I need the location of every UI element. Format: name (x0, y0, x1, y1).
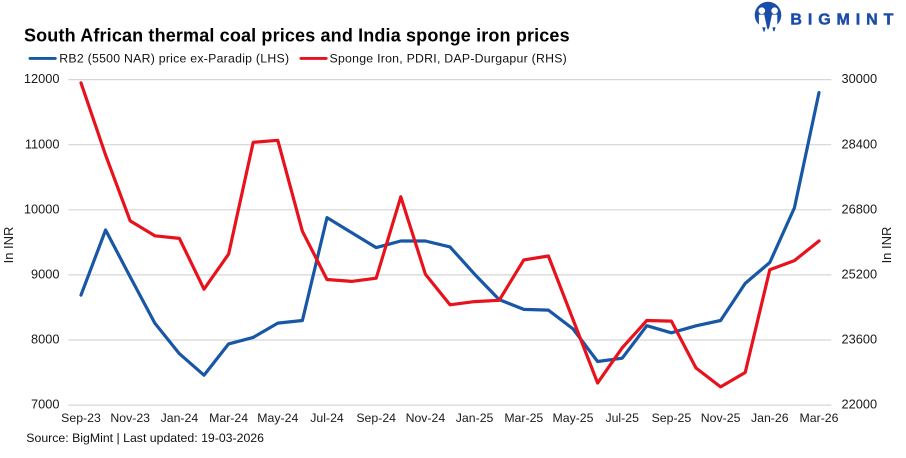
svg-text:Sep-25: Sep-25 (652, 411, 692, 425)
svg-text:Sep-24: Sep-24 (356, 411, 396, 425)
svg-text:Sponge Iron, PDRI, DAP-Durgapu: Sponge Iron, PDRI, DAP-Durgapur (RHS) (330, 52, 568, 66)
svg-text:May-24: May-24 (257, 411, 298, 425)
svg-text:28400: 28400 (842, 136, 878, 151)
svg-text:Sep-23: Sep-23 (61, 411, 101, 425)
svg-text:BIGMINT: BIGMINT (790, 12, 899, 29)
svg-text:Jul-25: Jul-25 (605, 411, 639, 425)
svg-text:Nov-24: Nov-24 (406, 411, 446, 425)
svg-text:Mar-24: Mar-24 (209, 411, 248, 425)
svg-text:26800: 26800 (842, 201, 878, 216)
svg-text:Mar-26: Mar-26 (800, 411, 839, 425)
svg-text:25200: 25200 (842, 267, 878, 282)
svg-text:30000: 30000 (842, 71, 878, 86)
svg-text:Jan-24: Jan-24 (161, 411, 199, 425)
svg-text:7000: 7000 (31, 397, 59, 412)
svg-text:23600: 23600 (842, 332, 878, 347)
svg-text:Source: BigMint | Last updated: Source: BigMint | Last updated: 19-03-20… (26, 431, 264, 445)
svg-text:May-25: May-25 (552, 411, 593, 425)
svg-text:8000: 8000 (31, 332, 59, 347)
svg-text:12000: 12000 (24, 71, 60, 86)
svg-text:Jan-25: Jan-25 (456, 411, 494, 425)
svg-text:10000: 10000 (24, 201, 60, 216)
svg-text:Nov-23: Nov-23 (110, 411, 150, 425)
svg-text:9000: 9000 (31, 267, 59, 282)
svg-text:Mar-25: Mar-25 (504, 411, 543, 425)
svg-text:22000: 22000 (842, 397, 878, 412)
svg-text:Jul-24: Jul-24 (310, 411, 344, 425)
svg-text:11000: 11000 (25, 136, 60, 151)
svg-text:RB2 (5500 NAR) price ex-Paradi: RB2 (5500 NAR) price ex-Paradip (LHS) (59, 52, 289, 66)
svg-text:In INR: In INR (879, 227, 894, 264)
svg-text:Jan-26: Jan-26 (751, 411, 789, 425)
svg-text:South African thermal coal pri: South African thermal coal prices and In… (24, 26, 570, 46)
svg-text:In INR: In INR (1, 227, 16, 264)
svg-text:Nov-25: Nov-25 (701, 411, 741, 425)
